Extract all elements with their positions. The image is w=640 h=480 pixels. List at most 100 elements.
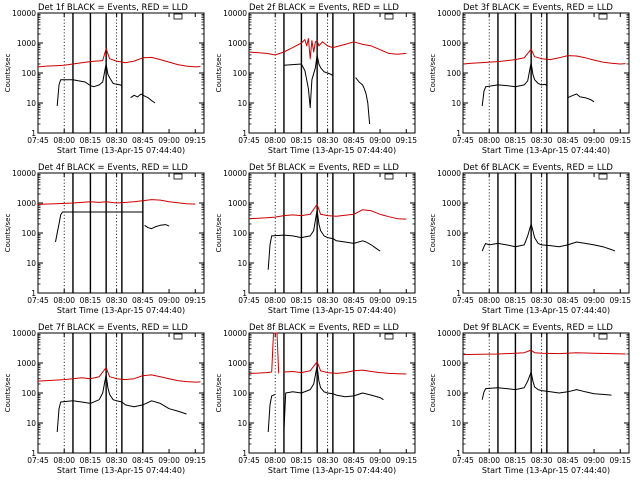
y-tick-label: 1000 [228,199,247,208]
x-tick-label: 08:15 [80,136,102,145]
lld-series-line [37,48,201,68]
events-series-line [283,365,384,433]
plot-frame [248,332,416,454]
x-axis-label: Start Time (13-Apr-15 07:44:40) [482,466,610,475]
x-tick-label: 09:15 [609,296,631,305]
window-indicator [598,173,608,180]
chart-panel: Det 3f BLACK = Events, RED = LLD Start Ti… [429,3,631,155]
y-tick-label: 1 [456,449,461,458]
y-tick-label: 10000 [437,169,461,178]
x-tick-label: 08:15 [291,296,313,305]
y-tick-label: 10 [451,99,461,108]
events-series-line [56,63,123,106]
plot-frame [462,332,630,454]
y-tick-label: 100 [447,69,462,78]
events-series-line [56,374,187,433]
x-tick-label: 07:45 [27,296,49,305]
y-tick-label: 100 [233,389,248,398]
x-tick-label: 08:15 [80,296,102,305]
x-tick-label: 07:45 [27,136,49,145]
x-tick-label: 08:45 [557,136,579,145]
y-tick-label: 10000 [12,329,36,338]
y-tick-label: 1000 [228,39,247,48]
chart-title: Det 7f BLACK = Events, RED = LLD [38,323,188,333]
y-axis-label: Counts/sec [429,214,437,253]
chart-panel: Det 2f BLACK = Events, RED = LLD Start Ti… [215,3,417,155]
x-tick-label: 09:15 [395,136,417,145]
lld-series-line [248,332,280,374]
y-axis-label: Counts/sec [215,374,223,413]
x-tick-label: 08:00 [478,136,500,145]
x-axis-label: Start Time (13-Apr-15 07:44:40) [57,306,185,315]
y-tick-label: 1000 [228,359,247,368]
chart-title: Det 2f BLACK = Events, RED = LLD [249,3,399,13]
x-tick-label: 08:00 [478,456,500,465]
x-tick-label: 09:00 [158,456,180,465]
x-tick-label: 08:45 [343,456,365,465]
y-tick-label: 10000 [437,9,461,18]
x-tick-label: 09:15 [184,296,206,305]
x-axis-label: Start Time (13-Apr-15 07:44:40) [482,146,610,155]
y-axis-label: Counts/sec [429,54,437,93]
x-tick-label: 09:00 [158,136,180,145]
events-series-line [267,209,381,270]
x-tick-label: 08:00 [53,456,75,465]
window-indicator [173,173,183,180]
y-tick-label: 1 [31,449,36,458]
y-tick-label: 100 [447,229,462,238]
x-tick-label: 08:15 [291,136,313,145]
y-tick-label: 100 [233,229,248,238]
x-tick-label: 08:45 [132,456,154,465]
y-tick-label: 10 [451,419,461,428]
x-tick-label: 09:15 [184,136,206,145]
x-axis-label: Start Time (13-Apr-15 07:44:40) [268,466,396,475]
y-tick-label: 10 [26,419,36,428]
x-tick-label: 09:15 [609,136,631,145]
y-tick-label: 1 [456,289,461,298]
window-indicator [384,333,394,340]
lld-series-line [37,199,196,205]
events-series-line [567,93,595,103]
x-tick-label: 08:30 [317,136,339,145]
y-tick-label: 100 [22,229,37,238]
x-tick-label: 08:30 [106,136,128,145]
y-tick-label: 1000 [442,39,461,48]
x-tick-label: 09:15 [609,456,631,465]
window-indicator [173,333,183,340]
events-series-line [144,224,170,230]
lld-series-line [248,203,407,220]
plot-frame [248,12,416,134]
y-tick-label: 10 [26,259,36,268]
plot-frame [462,172,630,294]
x-tick-label: 08:00 [53,136,75,145]
y-tick-label: 10000 [437,329,461,338]
x-axis-label: Start Time (13-Apr-15 07:44:40) [268,306,396,315]
x-tick-label: 08:00 [53,296,75,305]
lld-series-line [37,367,201,383]
chart-panel: Det 8f BLACK = Events, RED = LLD Start Ti… [215,323,417,475]
x-tick-label: 08:30 [106,296,128,305]
y-tick-label: 1 [242,449,247,458]
y-tick-label: 10 [237,99,247,108]
y-tick-label: 10000 [12,9,36,18]
y-tick-label: 1 [31,129,36,138]
chart-title: Det 9f BLACK = Events, RED = LLD [463,323,613,333]
plot-frame [37,332,205,454]
window-indicator [384,173,394,180]
x-tick-label: 09:15 [395,456,417,465]
x-tick-label: 08:15 [505,456,527,465]
plot-frame [248,172,416,294]
y-tick-label: 100 [447,389,462,398]
y-axis-label: Counts/sec [4,54,12,93]
window-indicator [384,13,394,20]
chart-title: Det 3f BLACK = Events, RED = LLD [463,3,613,13]
events-series-line [130,93,156,104]
x-tick-label: 09:00 [369,296,391,305]
y-tick-label: 1000 [17,359,36,368]
x-tick-label: 09:15 [395,296,417,305]
events-series-line [481,62,548,106]
chart-title: Det 5f BLACK = Events, RED = LLD [249,163,399,173]
x-tick-label: 07:45 [452,296,474,305]
x-tick-label: 08:30 [531,456,553,465]
